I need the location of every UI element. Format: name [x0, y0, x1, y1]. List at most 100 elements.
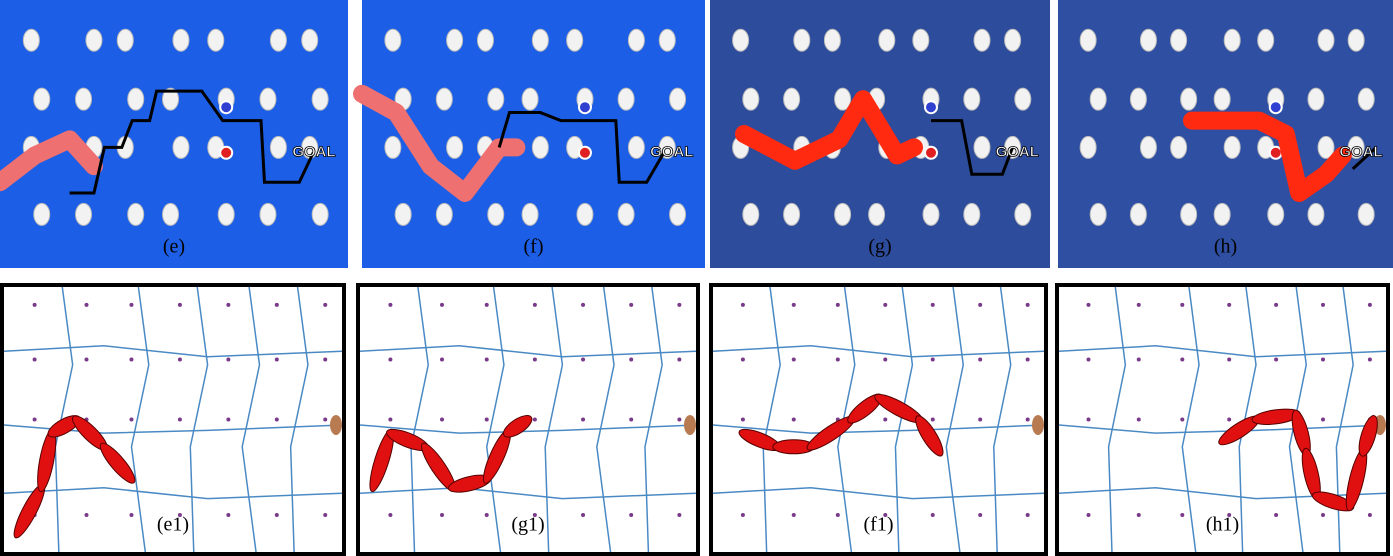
node-dot	[1087, 357, 1091, 361]
peg	[312, 203, 328, 225]
node-dot	[978, 303, 982, 307]
node-dot	[1026, 303, 1030, 307]
peg	[1214, 88, 1230, 110]
node-dot	[129, 513, 133, 517]
peg	[628, 136, 644, 158]
node-dot	[226, 357, 230, 361]
node-dot	[1368, 513, 1372, 517]
node-dot	[33, 418, 37, 422]
node-dot	[836, 303, 840, 307]
peg	[974, 136, 990, 158]
peg	[1130, 203, 1146, 225]
peg	[1268, 203, 1284, 225]
peg	[23, 29, 39, 51]
node-dot	[1087, 513, 1091, 517]
node-dot	[581, 418, 585, 422]
panel-label: (h1)	[1206, 514, 1239, 536]
node-dot	[978, 513, 982, 517]
peg	[1015, 88, 1031, 110]
peg	[522, 203, 538, 225]
node-dot	[1368, 357, 1372, 361]
node-dot	[1227, 303, 1231, 307]
node-dot	[1137, 513, 1141, 517]
node-dot	[629, 303, 633, 307]
node-dot	[1180, 418, 1184, 422]
peg	[1181, 203, 1197, 225]
peg	[385, 136, 401, 158]
peg	[34, 203, 50, 225]
peg	[34, 88, 50, 110]
peg	[208, 29, 224, 51]
peg	[1214, 203, 1230, 225]
node-dot	[677, 513, 681, 517]
panel-label: (f1)	[864, 514, 894, 536]
node-dot	[226, 303, 230, 307]
node-dot	[388, 357, 392, 361]
peg	[964, 88, 980, 110]
node-dot	[323, 418, 327, 422]
node-dot	[677, 303, 681, 307]
blue-marker	[220, 101, 232, 113]
peg	[532, 136, 548, 158]
node-dot	[33, 357, 37, 361]
peg	[76, 88, 92, 110]
peg	[488, 88, 504, 110]
peg	[1258, 29, 1274, 51]
red-marker	[925, 147, 937, 159]
node-dot	[323, 303, 327, 307]
node-dot	[1227, 357, 1231, 361]
node-dot	[792, 418, 796, 422]
peg	[618, 203, 634, 225]
peg	[76, 203, 92, 225]
node-dot	[1137, 303, 1141, 307]
node-dot	[1026, 357, 1030, 361]
peg	[869, 203, 885, 225]
peg	[824, 29, 840, 51]
node-dot	[792, 513, 796, 517]
peg	[964, 203, 980, 225]
node-dot	[1180, 357, 1184, 361]
peg	[488, 203, 504, 225]
peg	[1348, 29, 1364, 51]
peg	[1090, 88, 1106, 110]
peg	[260, 88, 276, 110]
node-dot	[1026, 513, 1030, 517]
node-dot	[388, 418, 392, 422]
peg	[1140, 136, 1156, 158]
diagram-panel: (f1)	[711, 285, 1046, 554]
node-dot	[85, 303, 89, 307]
goal-marker	[1032, 415, 1044, 435]
node-dot	[440, 513, 444, 517]
node-dot	[931, 418, 935, 422]
peg	[618, 88, 634, 110]
photo-panel: GOAL(g)	[710, 0, 1050, 268]
node-dot	[129, 418, 133, 422]
peg	[128, 203, 144, 225]
goal-label: GOAL	[650, 144, 693, 161]
node-dot	[931, 303, 935, 307]
peg	[1090, 203, 1106, 225]
node-dot	[1274, 513, 1278, 517]
node-dot	[1087, 303, 1091, 307]
node-dot	[178, 418, 182, 422]
node-dot	[33, 303, 37, 307]
node-dot	[1274, 357, 1278, 361]
peg	[577, 203, 593, 225]
diagram-panel: (h1)	[1057, 285, 1388, 554]
panel-label: (g)	[868, 236, 891, 258]
node-dot	[1321, 303, 1325, 307]
peg	[567, 29, 583, 51]
node-dot	[485, 513, 489, 517]
peg	[218, 203, 234, 225]
peg	[659, 29, 675, 51]
peg	[1224, 136, 1240, 158]
peg	[913, 29, 929, 51]
goal-marker	[684, 415, 696, 435]
peg	[1224, 29, 1240, 51]
peg	[794, 29, 810, 51]
node-dot	[792, 303, 796, 307]
panel-label: (h)	[1214, 236, 1237, 258]
peg	[743, 88, 759, 110]
blue-marker	[579, 101, 591, 113]
node-dot	[581, 513, 585, 517]
